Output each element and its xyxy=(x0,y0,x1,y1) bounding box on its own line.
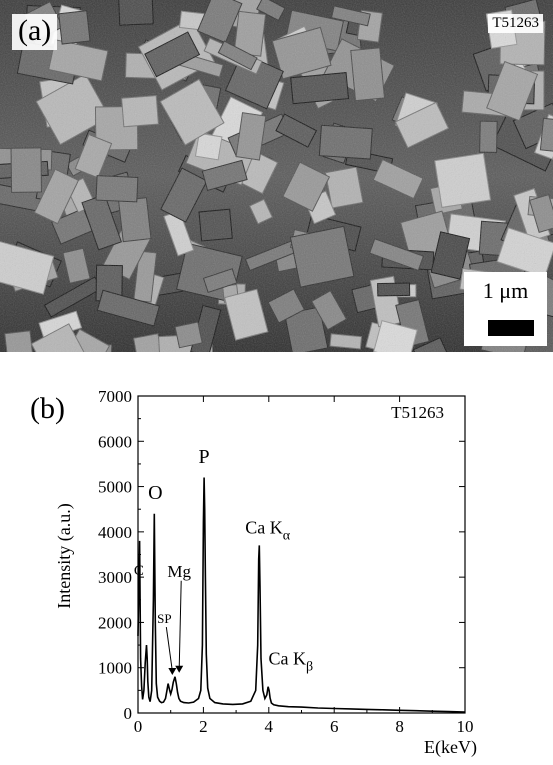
x-tick-label: 2 xyxy=(199,717,208,736)
scale-bar xyxy=(488,320,534,336)
peak-arrowhead xyxy=(175,665,184,673)
y-tick-label: 7000 xyxy=(98,387,132,406)
sem-sample-id: T51263 xyxy=(488,14,543,33)
y-tick-label: 5000 xyxy=(98,478,132,497)
peak-label: C xyxy=(134,563,144,579)
peak-label: Mg xyxy=(167,562,191,581)
x-tick-label: 8 xyxy=(395,717,404,736)
y-tick-label: 0 xyxy=(124,704,133,723)
peak-label: O xyxy=(148,482,162,504)
x-axis-label: E(keV) xyxy=(424,737,477,758)
y-axis-label: Intensity (a.u.) xyxy=(54,503,75,608)
peak-label: Ca Kβ xyxy=(268,649,313,675)
panel-b-label: (b) xyxy=(30,392,65,425)
peak-label: P xyxy=(198,446,209,468)
y-tick-label: 6000 xyxy=(98,432,132,451)
scale-bar-label: 1 μm xyxy=(482,278,529,303)
eds-sample-id: T51263 xyxy=(391,403,444,422)
peak-label: Ca Kα xyxy=(245,517,291,543)
peak-arrowhead xyxy=(168,668,177,676)
eds-spectrum-chart: 0 2 4 6 8 10 0 1000 2000 3000 4000 5000 6000 7000 C O P… xyxy=(54,387,477,758)
x-tick-label: 10 xyxy=(457,717,474,736)
y-tick-label: 1000 xyxy=(98,659,132,678)
y-tick-label: 2000 xyxy=(98,613,132,632)
x-tick-label: 6 xyxy=(330,717,339,736)
x-tick-label: 4 xyxy=(265,717,274,736)
eds-spectrum-panel: (b) 0 2 4 6 8 10 0 1000 2000 3000 4000 5000 6000 7000… xyxy=(0,356,553,760)
peak-arrow xyxy=(165,626,173,672)
peak-label: SP xyxy=(157,611,171,626)
peak-arrow xyxy=(178,580,182,669)
scale-bar-box: 1 μm xyxy=(464,272,547,346)
sem-micrograph-image xyxy=(0,0,553,352)
spectrum-series-line xyxy=(137,477,466,713)
sem-micrograph-panel: (a) T51263 1 μm xyxy=(0,0,553,352)
x-tick-label: 0 xyxy=(134,717,143,736)
y-tick-label: 4000 xyxy=(98,523,132,542)
y-tick-label: 3000 xyxy=(98,568,132,587)
panel-a-label: (a) xyxy=(12,14,58,50)
